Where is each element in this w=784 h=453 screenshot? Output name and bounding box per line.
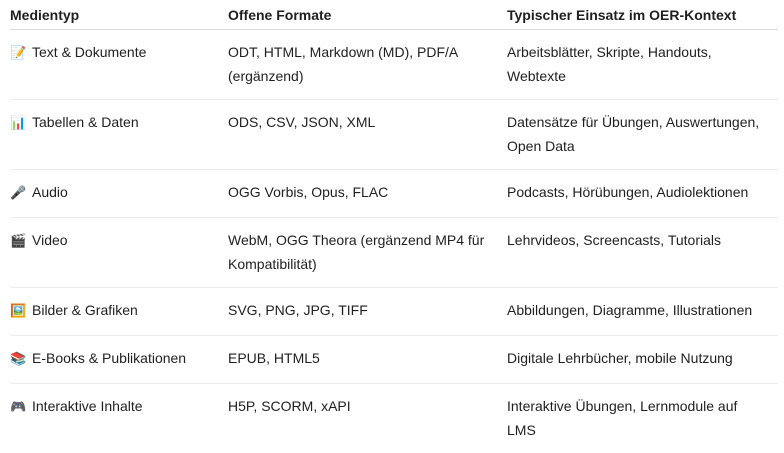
cell-use: Podcasts, Hörübungen, Audiolektionen xyxy=(507,170,778,218)
cell-formats: WebM, OGG Theora (ergänzend MP4 für Komp… xyxy=(228,218,507,288)
media-type-label: Bilder & Grafiken xyxy=(32,302,138,318)
use-text: Abbildungen, Diagramme, Illustrationen xyxy=(507,298,778,322)
cell-formats: H5P, SCORM, xAPI xyxy=(228,384,507,453)
formats-text: H5P, SCORM, xAPI xyxy=(228,394,507,418)
framed-picture-icon: 🖼️ xyxy=(10,300,28,324)
cell-use: Arbeitsblätter, Skripte, Handouts, Webte… xyxy=(507,30,778,100)
cell-use: Datensätze für Übungen, Auswertungen, Op… xyxy=(507,100,778,170)
cell-type: 🎮Interaktive Inhalte xyxy=(10,384,228,453)
cell-type: 📊Tabellen & Daten xyxy=(10,100,228,170)
cell-formats: ODS, CSV, JSON, XML xyxy=(228,100,507,170)
use-text: Datensätze für Übungen, Auswertungen, Op… xyxy=(507,110,778,158)
cell-type: 📚E-Books & Publikationen xyxy=(10,336,228,384)
media-type-label: Text & Dokumente xyxy=(32,44,146,60)
clapper-board-icon: 🎬 xyxy=(10,230,28,254)
cell-use: Interaktive Übungen, Lernmodule auf LMS xyxy=(507,384,778,453)
media-formats-table: Medientyp Offene Formate Typischer Einsa… xyxy=(10,0,778,453)
cell-use: Abbildungen, Diagramme, Illustrationen xyxy=(507,288,778,336)
media-type-label: Tabellen & Daten xyxy=(32,114,139,130)
memo-icon: 📝 xyxy=(10,42,28,66)
formats-text: OGG Vorbis, Opus, FLAC xyxy=(228,180,507,204)
header-einsatz: Typischer Einsatz im OER-Kontext xyxy=(507,0,778,30)
formats-text: ODS, CSV, JSON, XML xyxy=(228,110,507,134)
header-medientyp: Medientyp xyxy=(10,0,228,30)
game-controller-icon: 🎮 xyxy=(10,396,28,420)
bar-chart-icon: 📊 xyxy=(10,112,28,136)
formats-text: SVG, PNG, JPG, TIFF xyxy=(228,298,507,322)
use-text: Arbeitsblätter, Skripte, Handouts, Webte… xyxy=(507,40,778,88)
formats-text: WebM, OGG Theora (ergänzend MP4 für Komp… xyxy=(228,228,507,276)
media-type-label: E-Books & Publikationen xyxy=(32,350,186,366)
header-formate: Offene Formate xyxy=(228,0,507,30)
cell-use: Lehrvideos, Screencasts, Tutorials xyxy=(507,218,778,288)
cell-type: 📝Text & Dokumente xyxy=(10,30,228,100)
use-text: Lehrvideos, Screencasts, Tutorials xyxy=(507,228,778,252)
cell-use: Digitale Lehrbücher, mobile Nutzung xyxy=(507,336,778,384)
formats-text: EPUB, HTML5 xyxy=(228,346,507,370)
media-type-label: Video xyxy=(32,232,68,248)
media-type-label: Interaktive Inhalte xyxy=(32,398,143,414)
cell-formats: ODT, HTML, Markdown (MD), PDF/A (ergänze… xyxy=(228,30,507,100)
use-text: Podcasts, Hörübungen, Audiolektionen xyxy=(507,180,778,204)
books-icon: 📚 xyxy=(10,348,28,372)
cell-type: 🖼️Bilder & Grafiken xyxy=(10,288,228,336)
use-text: Interaktive Übungen, Lernmodule auf LMS xyxy=(507,394,778,442)
table-header-row: Medientyp Offene Formate Typischer Einsa… xyxy=(10,0,778,30)
cell-formats: EPUB, HTML5 xyxy=(228,336,507,384)
cell-formats: SVG, PNG, JPG, TIFF xyxy=(228,288,507,336)
cell-type: 🎤Audio xyxy=(10,170,228,218)
use-text: Digitale Lehrbücher, mobile Nutzung xyxy=(507,346,778,370)
formats-text: ODT, HTML, Markdown (MD), PDF/A (ergänze… xyxy=(228,40,507,88)
media-type-label: Audio xyxy=(32,184,68,200)
cell-type: 🎬Video xyxy=(10,218,228,288)
cell-formats: OGG Vorbis, Opus, FLAC xyxy=(228,170,507,218)
microphone-icon: 🎤 xyxy=(10,182,28,206)
